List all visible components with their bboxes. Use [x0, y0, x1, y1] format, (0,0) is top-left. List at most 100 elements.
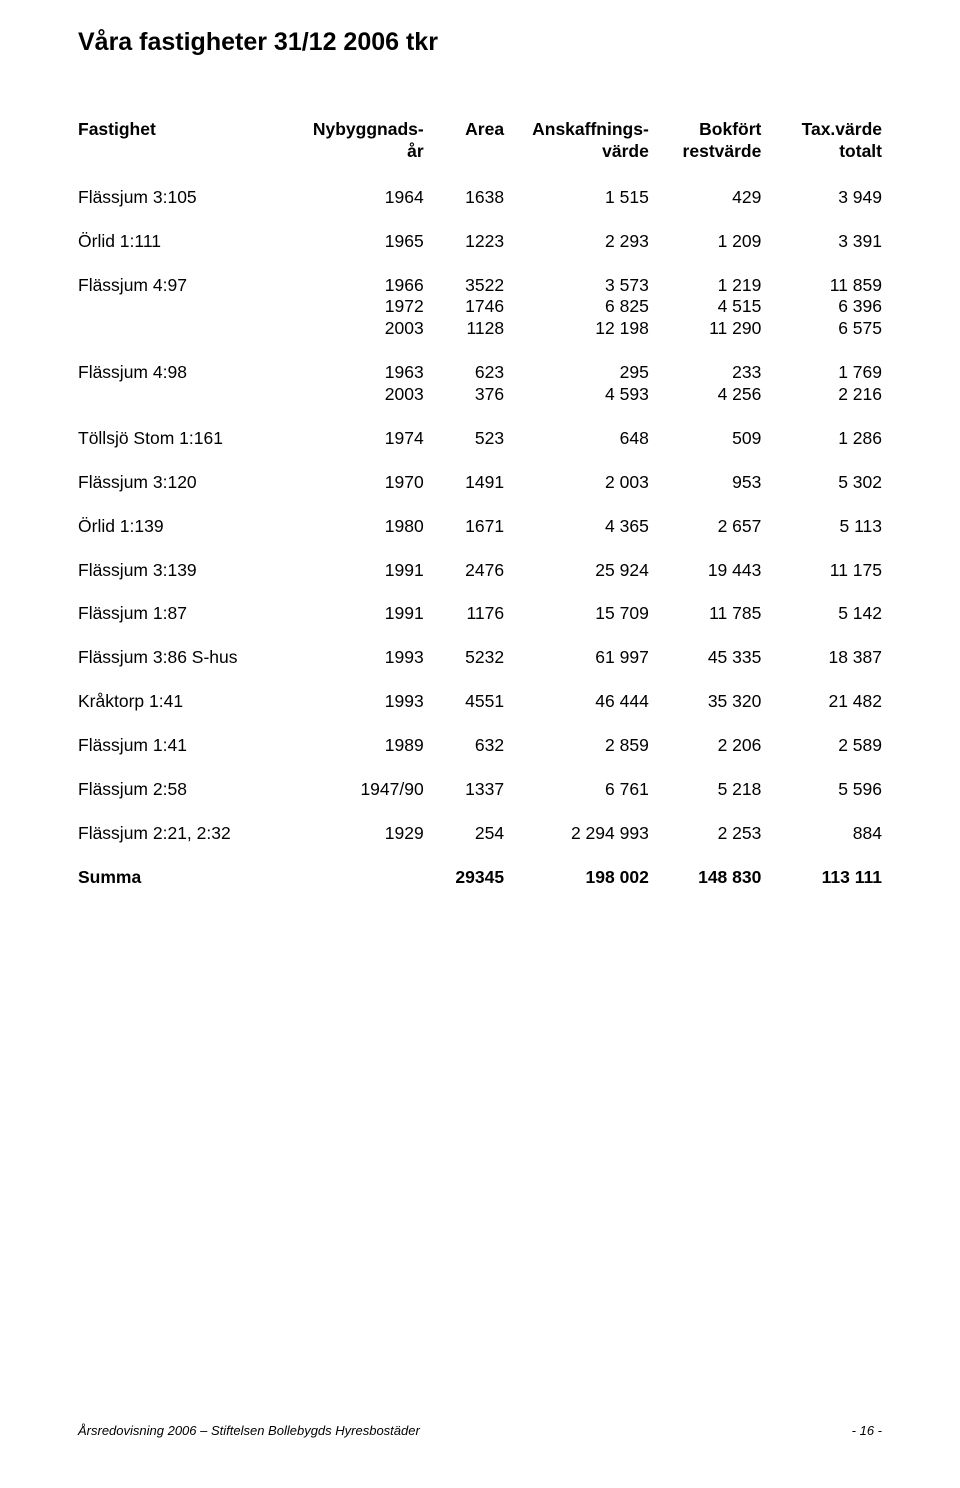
cell-year: 2003 — [303, 384, 424, 406]
col-header-bok: Bokförtrestvärde — [649, 119, 762, 165]
cell-name: Flässjum 4:98 — [78, 362, 303, 384]
cell-bok: 5 218 — [649, 779, 762, 801]
cell-name: Flässjum 1:41 — [78, 735, 303, 757]
table-row: Flässjum 1:871991117615 70911 7855 142 — [78, 603, 882, 625]
cell-bok: 4 256 — [649, 384, 762, 406]
cell-tax: 5 113 — [761, 516, 882, 538]
cell-tax: 5 142 — [761, 603, 882, 625]
cell-year: 1972 — [303, 296, 424, 318]
cell-tax: 11 859 — [761, 275, 882, 297]
cell-ansk: 61 997 — [504, 647, 649, 669]
cell-bok: 1 209 — [649, 231, 762, 253]
cell-bok: 2 253 — [649, 823, 762, 845]
cell-bok: 233 — [649, 362, 762, 384]
table-row: 20033764 5934 2562 216 — [78, 384, 882, 406]
cell-ansk: 46 444 — [504, 691, 649, 713]
cell-year: 1993 — [303, 647, 424, 669]
cell-name: Flässjum 2:58 — [78, 779, 303, 801]
summa-year — [303, 867, 424, 889]
cell-bok: 1 219 — [649, 275, 762, 297]
cell-tax: 21 482 — [761, 691, 882, 713]
cell-area: 4551 — [424, 691, 504, 713]
cell-ansk: 4 593 — [504, 384, 649, 406]
cell-year: 1991 — [303, 603, 424, 625]
table-header-row: Fastighet Nybyggnads-år Area Anskaffning… — [78, 119, 882, 165]
cell-area: 1176 — [424, 603, 504, 625]
cell-tax: 3 391 — [761, 231, 882, 253]
cell-year: 1991 — [303, 560, 424, 582]
table-row: Kråktorp 1:411993455146 44435 32021 482 — [78, 691, 882, 713]
col-header-tax: Tax.värdetotalt — [761, 119, 882, 165]
cell-name: Örlid 1:111 — [78, 231, 303, 253]
cell-area: 1491 — [424, 472, 504, 494]
cell-name: Flässjum 3:86 S-hus — [78, 647, 303, 669]
cell-name: Flässjum 3:105 — [78, 187, 303, 209]
summa-area: 29345 — [424, 867, 504, 889]
cell-ansk: 6 761 — [504, 779, 649, 801]
cell-ansk: 6 825 — [504, 296, 649, 318]
cell-bok: 45 335 — [649, 647, 762, 669]
cell-name: Flässjum 2:21, 2:32 — [78, 823, 303, 845]
cell-ansk: 1 515 — [504, 187, 649, 209]
cell-year: 1964 — [303, 187, 424, 209]
table-row: 2003112812 19811 2906 575 — [78, 318, 882, 340]
cell-area: 1638 — [424, 187, 504, 209]
footer-left: Årsredovisning 2006 – Stiftelsen Bolleby… — [78, 1423, 420, 1438]
cell-bok: 2 657 — [649, 516, 762, 538]
cell-tax: 2 589 — [761, 735, 882, 757]
cell-area: 623 — [424, 362, 504, 384]
cell-area: 632 — [424, 735, 504, 757]
cell-area: 254 — [424, 823, 504, 845]
cell-ansk: 2 859 — [504, 735, 649, 757]
cell-tax: 6 396 — [761, 296, 882, 318]
col-header-area: Area — [424, 119, 504, 165]
table-row: Flässjum 1:4119896322 8592 2062 589 — [78, 735, 882, 757]
table-row: Flässjum 3:120197014912 0039535 302 — [78, 472, 882, 494]
cell-ansk: 648 — [504, 428, 649, 450]
cell-area: 3522 — [424, 275, 504, 297]
cell-ansk: 2 294 993 — [504, 823, 649, 845]
cell-name — [78, 384, 303, 406]
cell-ansk: 25 924 — [504, 560, 649, 582]
page-footer: Årsredovisning 2006 – Stiftelsen Bolleby… — [78, 1423, 882, 1438]
cell-name: Kråktorp 1:41 — [78, 691, 303, 713]
cell-tax: 1 769 — [761, 362, 882, 384]
summa-ansk: 198 002 — [504, 867, 649, 889]
cell-ansk: 3 573 — [504, 275, 649, 297]
cell-area: 1337 — [424, 779, 504, 801]
cell-area: 523 — [424, 428, 504, 450]
cell-area: 1746 — [424, 296, 504, 318]
cell-area: 1128 — [424, 318, 504, 340]
cell-name: Töllsjö Stom 1:161 — [78, 428, 303, 450]
table-row: Flässjum 3:86 S-hus1993523261 99745 3351… — [78, 647, 882, 669]
cell-year: 1989 — [303, 735, 424, 757]
cell-name: Örlid 1:139 — [78, 516, 303, 538]
col-header-year: Nybyggnads-år — [303, 119, 424, 165]
cell-area: 1671 — [424, 516, 504, 538]
cell-tax: 884 — [761, 823, 882, 845]
cell-year: 2003 — [303, 318, 424, 340]
cell-tax: 5 596 — [761, 779, 882, 801]
cell-name: Flässjum 3:139 — [78, 560, 303, 582]
cell-ansk: 15 709 — [504, 603, 649, 625]
cell-name: Flässjum 4:97 — [78, 275, 303, 297]
table-row: 197217466 8254 5156 396 — [78, 296, 882, 318]
cell-year: 1963 — [303, 362, 424, 384]
cell-name: Flässjum 1:87 — [78, 603, 303, 625]
cell-year: 1947/90 — [303, 779, 424, 801]
cell-tax: 18 387 — [761, 647, 882, 669]
cell-bok: 429 — [649, 187, 762, 209]
cell-bok: 2 206 — [649, 735, 762, 757]
cell-bok: 35 320 — [649, 691, 762, 713]
cell-ansk: 2 003 — [504, 472, 649, 494]
table-row: Flässjum 4:97196635223 5731 21911 859 — [78, 275, 882, 297]
properties-table: Fastighet Nybyggnads-år Area Anskaffning… — [78, 119, 882, 889]
cell-year: 1974 — [303, 428, 424, 450]
cell-year: 1965 — [303, 231, 424, 253]
table-row: Örlid 1:111196512232 2931 2093 391 — [78, 231, 882, 253]
cell-bok: 953 — [649, 472, 762, 494]
cell-ansk: 2 293 — [504, 231, 649, 253]
cell-tax: 3 949 — [761, 187, 882, 209]
summa-tax: 113 111 — [761, 867, 882, 889]
cell-bok: 11 290 — [649, 318, 762, 340]
